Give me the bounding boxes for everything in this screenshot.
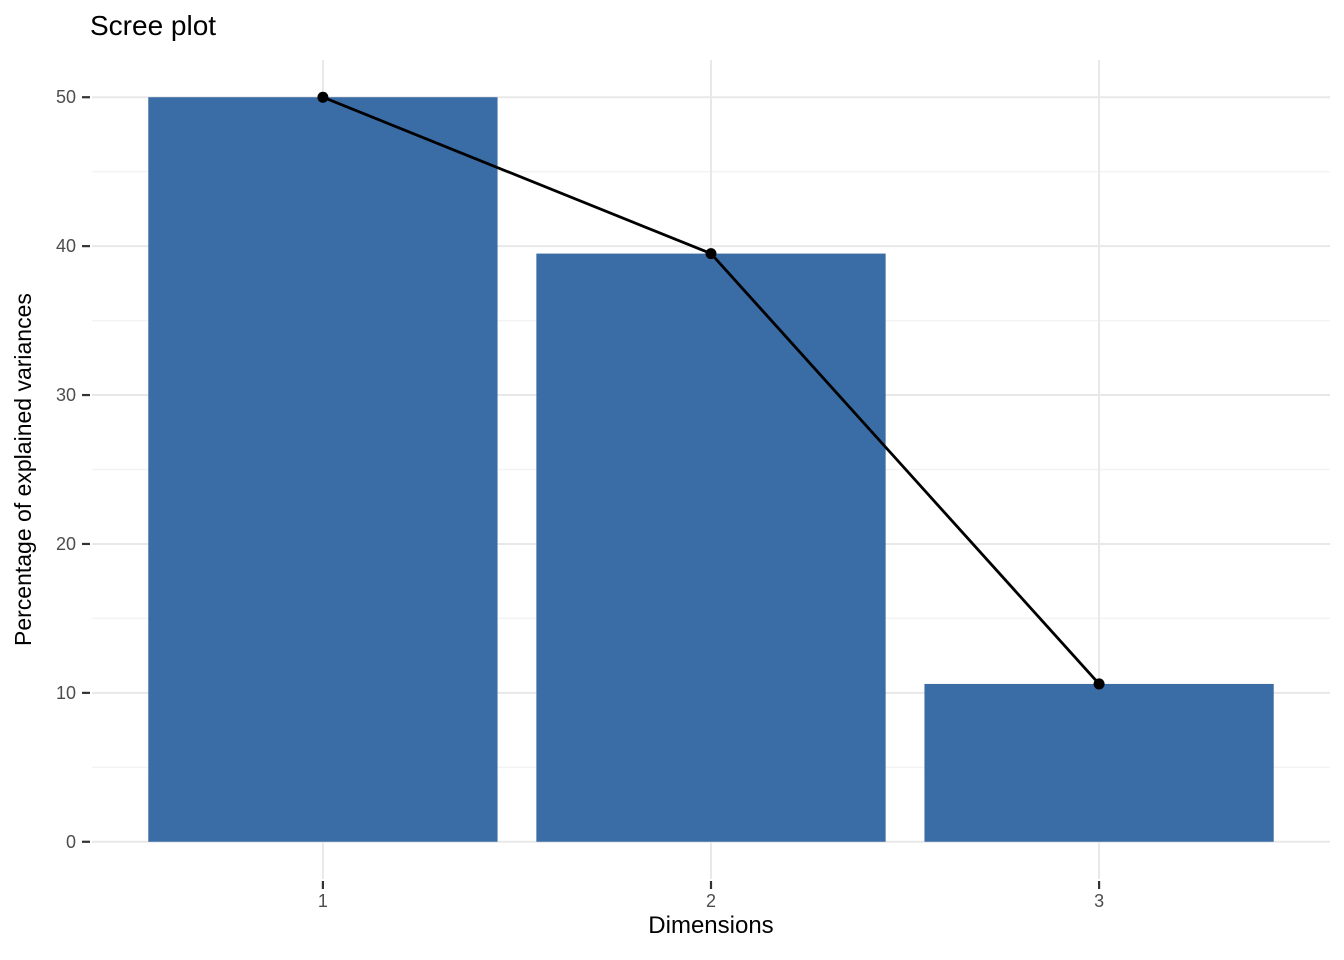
scree-point [317, 91, 329, 103]
scree-point [705, 248, 717, 260]
x-tick-label: 3 [1094, 891, 1104, 911]
y-tick-label: 0 [66, 832, 76, 852]
y-tick-label: 30 [56, 385, 76, 405]
x-tick-label: 1 [318, 891, 328, 911]
scree-point [1093, 678, 1105, 690]
x-axis-title: Dimensions [648, 912, 774, 939]
y-tick-label: 50 [56, 87, 76, 107]
chart-title: Scree plot [90, 10, 217, 41]
y-tick-label: 10 [56, 683, 76, 703]
bar [148, 97, 498, 842]
bar [536, 253, 886, 842]
x-tick-label: 2 [706, 891, 716, 911]
bar [924, 683, 1274, 842]
y-tick-label: 40 [56, 236, 76, 256]
y-tick-label: 20 [56, 534, 76, 554]
